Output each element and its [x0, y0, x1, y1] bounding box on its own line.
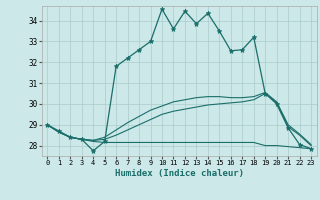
X-axis label: Humidex (Indice chaleur): Humidex (Indice chaleur): [115, 169, 244, 178]
